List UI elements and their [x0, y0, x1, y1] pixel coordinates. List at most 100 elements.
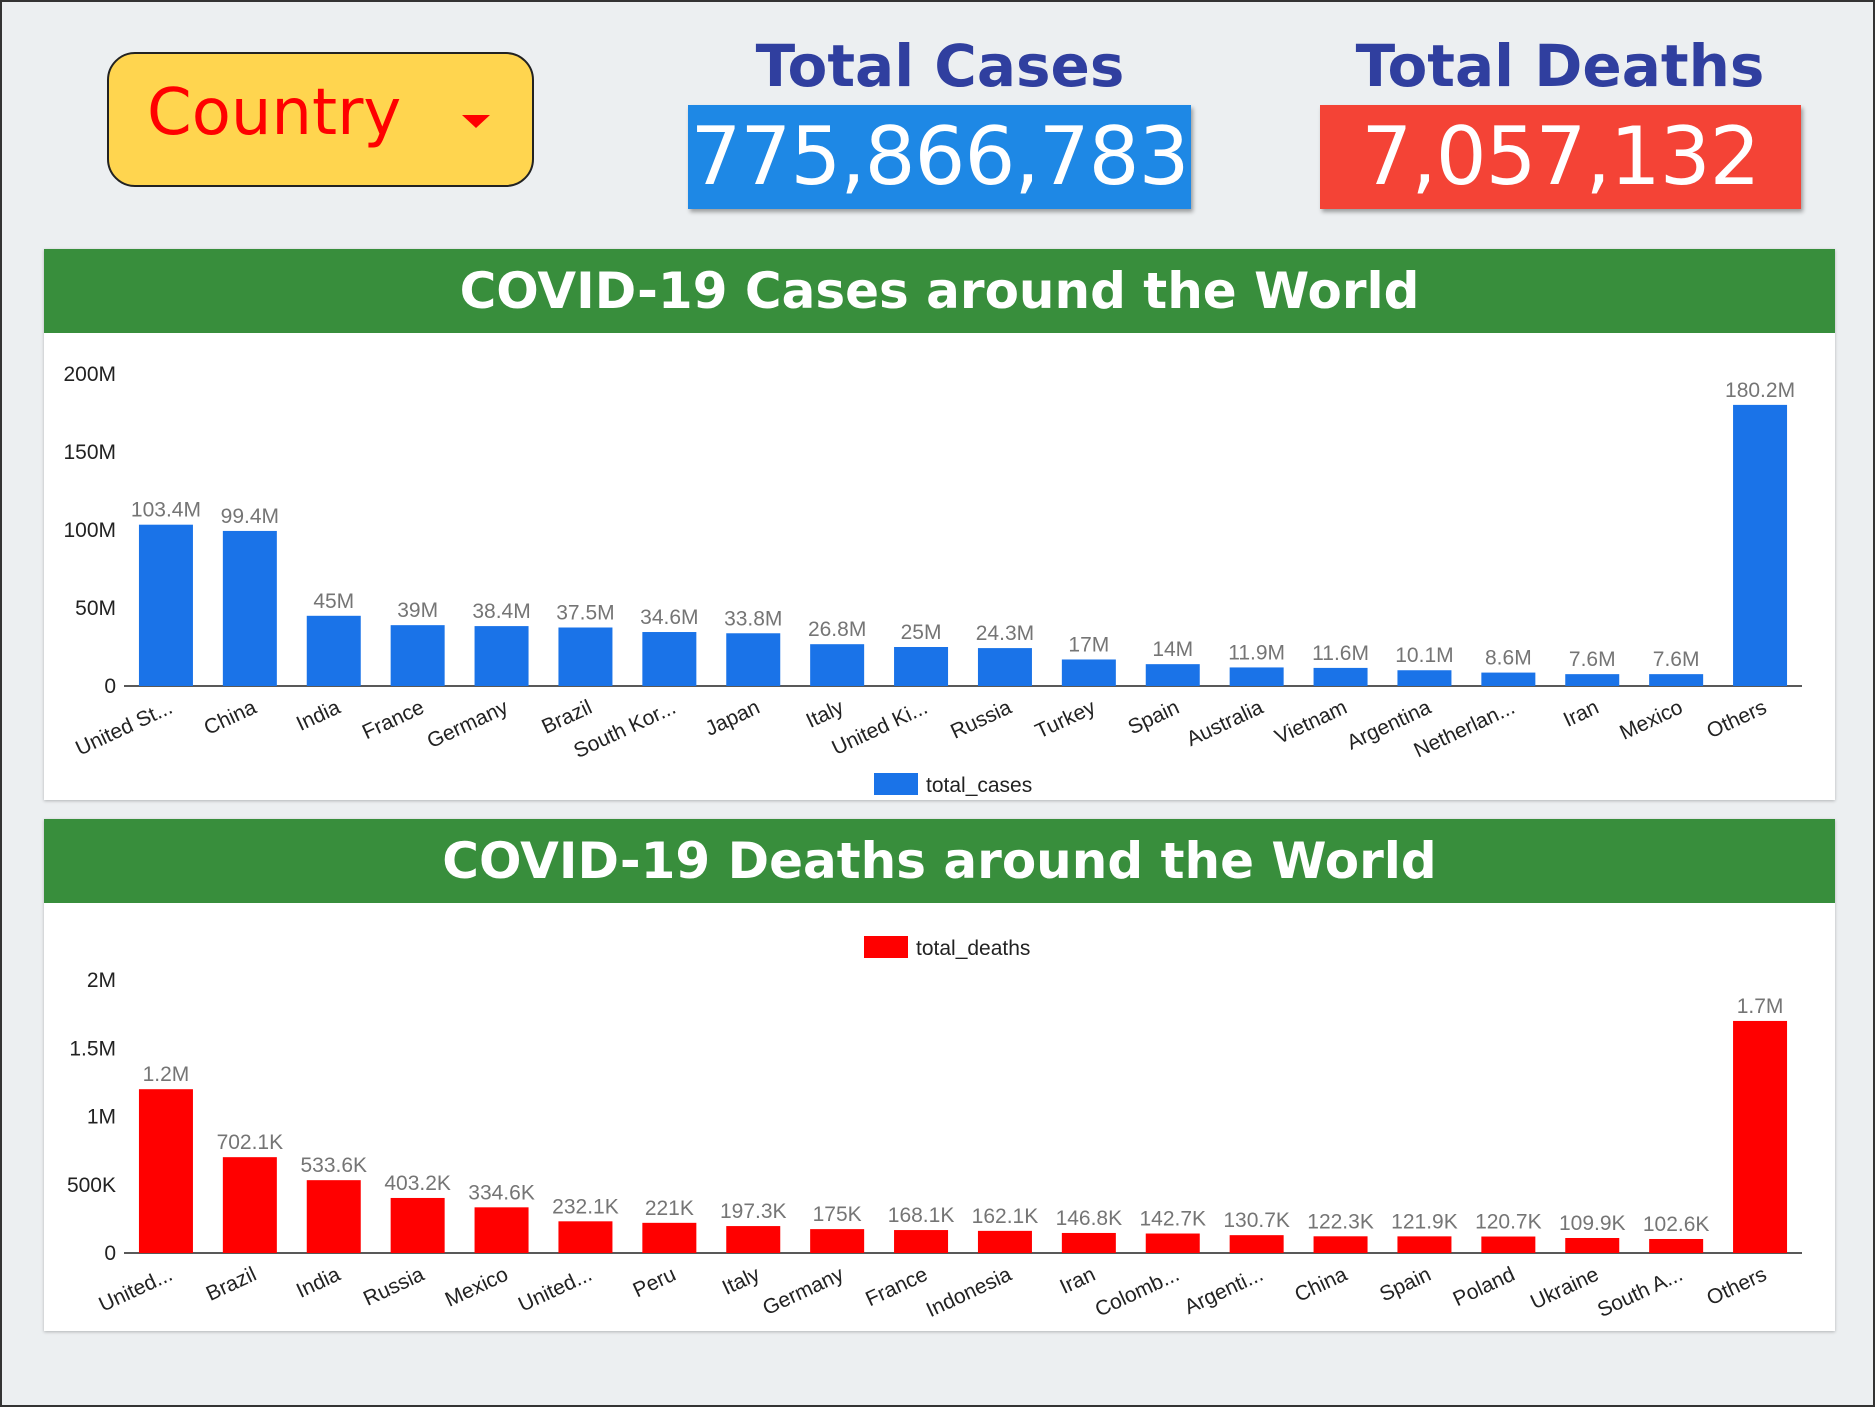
cases-data-label: 11.9M — [1228, 641, 1285, 664]
cases-ytick-label: 200M — [63, 363, 116, 386]
cases-bar[interactable] — [1397, 670, 1452, 686]
deaths-bar[interactable] — [1229, 1235, 1284, 1253]
deaths-bar[interactable] — [1649, 1238, 1704, 1253]
cases-bar[interactable] — [810, 644, 865, 686]
cases-ytick-label: 0 — [104, 675, 116, 698]
cases-category-label: Brazil — [538, 696, 595, 739]
country-filter-dropdown[interactable]: Country — [107, 52, 534, 187]
cases-bar[interactable] — [1229, 667, 1284, 686]
cases-ytick-label: 150M — [63, 441, 116, 464]
cases-category-label: China — [201, 696, 261, 740]
deaths-data-label: 1.7M — [1737, 995, 1784, 1018]
cases-bar[interactable] — [138, 524, 193, 686]
cases-legend[interactable]: total_cases — [874, 773, 1032, 797]
deaths-data-label: 142.7K — [1139, 1208, 1206, 1231]
deaths-legend[interactable]: total_deaths — [864, 936, 1030, 960]
cases-ytick-label: 100M — [63, 519, 116, 542]
deaths-data-label: 168.1K — [888, 1204, 955, 1227]
deaths-bar[interactable] — [1061, 1232, 1116, 1253]
cases-category-label: Germany — [424, 695, 512, 753]
deaths-bar[interactable] — [1733, 1020, 1788, 1253]
deaths-bar[interactable] — [558, 1221, 613, 1253]
cases-data-label: 24.3M — [976, 622, 1034, 645]
cases-bar[interactable] — [1313, 667, 1368, 686]
deaths-category-label: Poland — [1449, 1263, 1518, 1311]
cases-bar[interactable] — [390, 625, 445, 686]
total-deaths-title: Total Deaths — [1355, 32, 1765, 100]
deaths-data-label: 1.2M — [143, 1063, 190, 1086]
cases-data-label: 39M — [397, 599, 438, 622]
cases-bar[interactable] — [306, 615, 361, 686]
cases-bar[interactable] — [1145, 664, 1200, 686]
cases-legend-swatch — [874, 773, 918, 795]
cases-bar[interactable] — [894, 647, 949, 686]
deaths-bar[interactable] — [726, 1226, 781, 1253]
cases-bar[interactable] — [1649, 674, 1704, 686]
deaths-data-label: 109.9K — [1559, 1212, 1626, 1235]
deaths-data-label: 702.1K — [217, 1131, 284, 1154]
cases-bar[interactable] — [1565, 674, 1620, 686]
deaths-data-label: 130.7K — [1223, 1209, 1290, 1232]
deaths-chart-title: COVID-19 Deaths around the World — [44, 819, 1835, 903]
deaths-bar[interactable] — [222, 1157, 277, 1253]
deaths-category-label: Others — [1703, 1263, 1770, 1310]
cases-data-label: 14M — [1152, 638, 1193, 661]
cases-data-label: 7.6M — [1653, 648, 1700, 671]
cases-category-label: India — [293, 696, 344, 736]
deaths-data-label: 533.6K — [300, 1154, 367, 1177]
cases-bar[interactable] — [1733, 404, 1788, 686]
cases-data-label: 45M — [313, 590, 354, 613]
cases-data-label: 17M — [1068, 633, 1109, 656]
cases-bar[interactable] — [642, 632, 697, 686]
cases-bar[interactable] — [977, 648, 1032, 686]
deaths-category-label: Spain — [1376, 1263, 1434, 1307]
deaths-data-label: 232.1K — [552, 1195, 619, 1218]
cases-data-label: 34.6M — [640, 606, 698, 629]
deaths-bar[interactable] — [474, 1207, 529, 1253]
total-cases-title: Total Cases — [755, 32, 1125, 100]
cases-data-label: 37.5M — [556, 602, 614, 625]
cases-category-label: Others — [1703, 696, 1770, 743]
deaths-category-label: Peru — [630, 1263, 680, 1303]
cases-category-label: Russia — [947, 696, 1015, 744]
cases-bar[interactable] — [726, 633, 781, 686]
deaths-bar[interactable] — [642, 1222, 697, 1253]
chevron-down-icon[interactable] — [462, 115, 490, 128]
deaths-ytick-label: 2M — [87, 969, 116, 992]
cases-bar-chart: 0 50M 100M 150M 200M 103.4M United St... 99.4M C… — [63, 363, 1802, 797]
deaths-category-label: Iran — [1056, 1263, 1099, 1299]
deaths-bar[interactable] — [306, 1180, 361, 1253]
cases-data-label: 25M — [901, 621, 942, 644]
cases-bar[interactable] — [558, 627, 613, 687]
cases-category-label: United St... — [72, 696, 176, 761]
cases-bar[interactable] — [222, 530, 277, 686]
cases-category-label: France — [359, 696, 428, 744]
cases-legend-label: total_cases — [926, 774, 1032, 797]
deaths-bar[interactable] — [894, 1230, 949, 1253]
deaths-bar[interactable] — [1481, 1236, 1536, 1253]
deaths-bar[interactable] — [1313, 1236, 1368, 1253]
deaths-data-label: 197.3K — [720, 1200, 787, 1223]
deaths-ytick-label: 0 — [104, 1242, 116, 1265]
deaths-bar[interactable] — [977, 1230, 1032, 1253]
deaths-data-label: 146.8K — [1056, 1207, 1123, 1230]
deaths-bar[interactable] — [390, 1197, 445, 1253]
deaths-bar[interactable] — [138, 1089, 193, 1253]
deaths-bar[interactable] — [1397, 1236, 1452, 1253]
deaths-category-label: Italy — [719, 1262, 764, 1299]
deaths-bar[interactable] — [1145, 1233, 1200, 1253]
cases-ytick-label: 50M — [75, 597, 116, 620]
cases-bar[interactable] — [1061, 659, 1116, 686]
deaths-category-label: South A... — [1594, 1263, 1686, 1322]
deaths-category-label: Ukraine — [1527, 1263, 1602, 1314]
deaths-data-label: 102.6K — [1643, 1213, 1710, 1236]
deaths-bar[interactable] — [810, 1229, 865, 1253]
total-cases-value: 775,866,783 — [688, 105, 1191, 209]
cases-bar[interactable] — [1481, 672, 1536, 686]
deaths-bar[interactable] — [1565, 1237, 1620, 1253]
cases-category-label: Iran — [1560, 696, 1603, 732]
deaths-category-label: France — [862, 1263, 931, 1311]
deaths-bar-chart: 0 500K 1M 1.5M 2M 1.2M United... 702.1K Brazil 53… — [67, 936, 1802, 1322]
cases-bar[interactable] — [474, 626, 529, 686]
